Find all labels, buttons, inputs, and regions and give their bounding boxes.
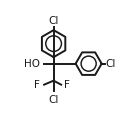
Text: F: F — [34, 80, 40, 90]
Text: F: F — [64, 80, 70, 90]
Text: Cl: Cl — [105, 59, 116, 69]
Text: HO: HO — [24, 59, 40, 69]
Text: Cl: Cl — [48, 16, 59, 26]
Text: Cl: Cl — [48, 95, 59, 105]
